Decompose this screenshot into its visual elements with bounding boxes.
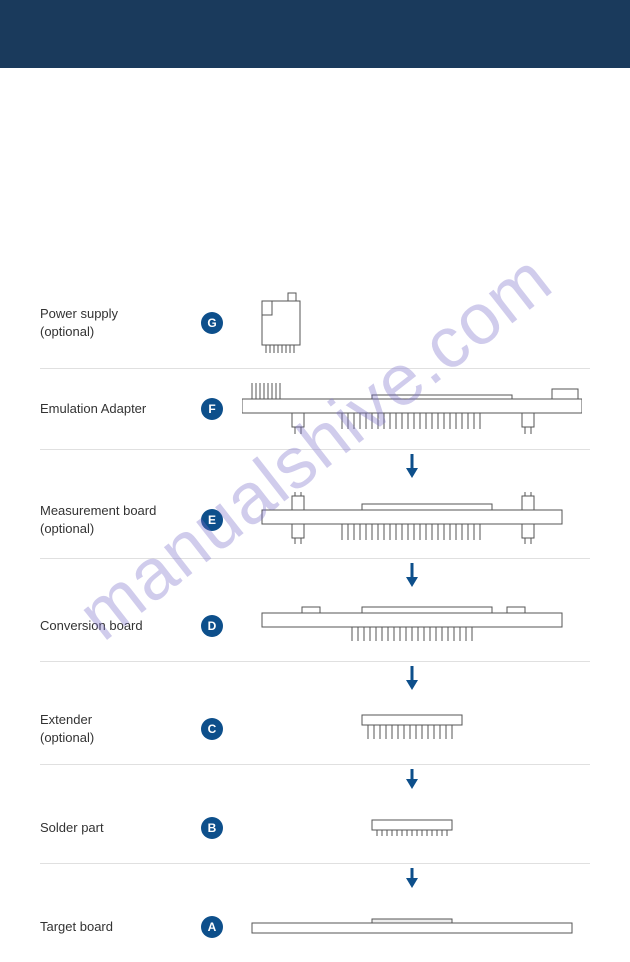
row-solder-part: Solder part B (40, 793, 590, 864)
badge-d: D (201, 615, 223, 637)
arrow-d-c (234, 662, 590, 694)
extender-icon (242, 711, 582, 747)
diagram-target-board (234, 902, 590, 952)
row-power-supply: Power supply (optional) G (40, 278, 590, 369)
label-line1: Emulation Adapter (40, 401, 146, 416)
label-line1: Conversion board (40, 618, 143, 633)
label-conversion-board: Conversion board (40, 617, 190, 635)
label-emulation-adapter: Emulation Adapter (40, 400, 190, 418)
label-extender: Extender (optional) (40, 711, 190, 747)
measurement-board-icon (242, 492, 582, 548)
row-target-board: Target board A (40, 892, 590, 962)
diagram-solder-part (234, 803, 590, 853)
row-emulation-adapter: Emulation Adapter F (40, 369, 590, 450)
diagram-conversion-board (234, 601, 590, 651)
conversion-board-icon (242, 603, 582, 649)
power-supply-icon (242, 288, 582, 358)
label-power-supply: Power supply (optional) (40, 305, 190, 341)
badge-c: C (201, 718, 223, 740)
diagram-content: Power supply (optional) G Emulati (0, 68, 630, 962)
row-conversion-board: Conversion board D (40, 591, 590, 662)
row-extender: Extender (optional) C (40, 694, 590, 765)
badge-b: B (201, 817, 223, 839)
label-line2: (optional) (40, 730, 94, 745)
diagram-power-supply (234, 288, 590, 358)
arrow-c-b (234, 765, 590, 793)
label-line2: (optional) (40, 324, 94, 339)
label-target-board: Target board (40, 918, 190, 936)
badge-a: A (201, 916, 223, 938)
target-board-icon (242, 917, 582, 937)
label-line2: (optional) (40, 521, 94, 536)
header-bar (0, 0, 630, 68)
label-line1: Measurement board (40, 503, 156, 518)
emulation-adapter-icon (242, 379, 582, 439)
diagram-extender (234, 704, 590, 754)
arrow-b-a (234, 864, 590, 892)
arrow-f-e (234, 450, 590, 482)
label-solder-part: Solder part (40, 819, 190, 837)
badge-e: E (201, 509, 223, 531)
diagram-emulation-adapter (234, 379, 590, 439)
row-measurement-board: Measurement board (optional) E (40, 482, 590, 559)
label-line1: Target board (40, 919, 113, 934)
label-line1: Extender (40, 712, 92, 727)
diagram-measurement-board (234, 492, 590, 548)
badge-g: G (201, 312, 223, 334)
label-measurement-board: Measurement board (optional) (40, 502, 190, 538)
label-line1: Solder part (40, 820, 104, 835)
solder-part-icon (242, 816, 582, 840)
label-line1: Power supply (40, 306, 118, 321)
badge-f: F (201, 398, 223, 420)
arrow-e-d (234, 559, 590, 591)
